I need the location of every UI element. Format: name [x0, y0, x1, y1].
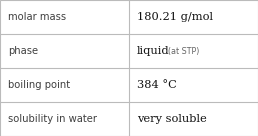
- Text: liquid: liquid: [137, 46, 170, 56]
- Text: 384 °C: 384 °C: [137, 80, 177, 90]
- Text: 180.21 g/mol: 180.21 g/mol: [137, 12, 213, 22]
- Text: (at STP): (at STP): [168, 47, 199, 56]
- Text: very soluble: very soluble: [137, 114, 207, 124]
- Text: phase: phase: [8, 46, 38, 56]
- Text: boiling point: boiling point: [8, 80, 70, 90]
- Text: molar mass: molar mass: [8, 12, 66, 22]
- Text: solubility in water: solubility in water: [8, 114, 97, 124]
